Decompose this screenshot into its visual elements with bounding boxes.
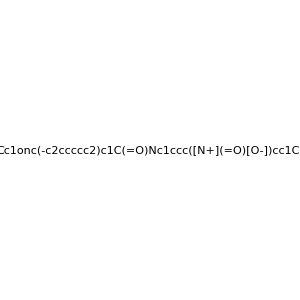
Text: Cc1onc(-c2ccccc2)c1C(=O)Nc1ccc([N+](=O)[O-])cc1Cl: Cc1onc(-c2ccccc2)c1C(=O)Nc1ccc([N+](=O)[…	[0, 145, 300, 155]
